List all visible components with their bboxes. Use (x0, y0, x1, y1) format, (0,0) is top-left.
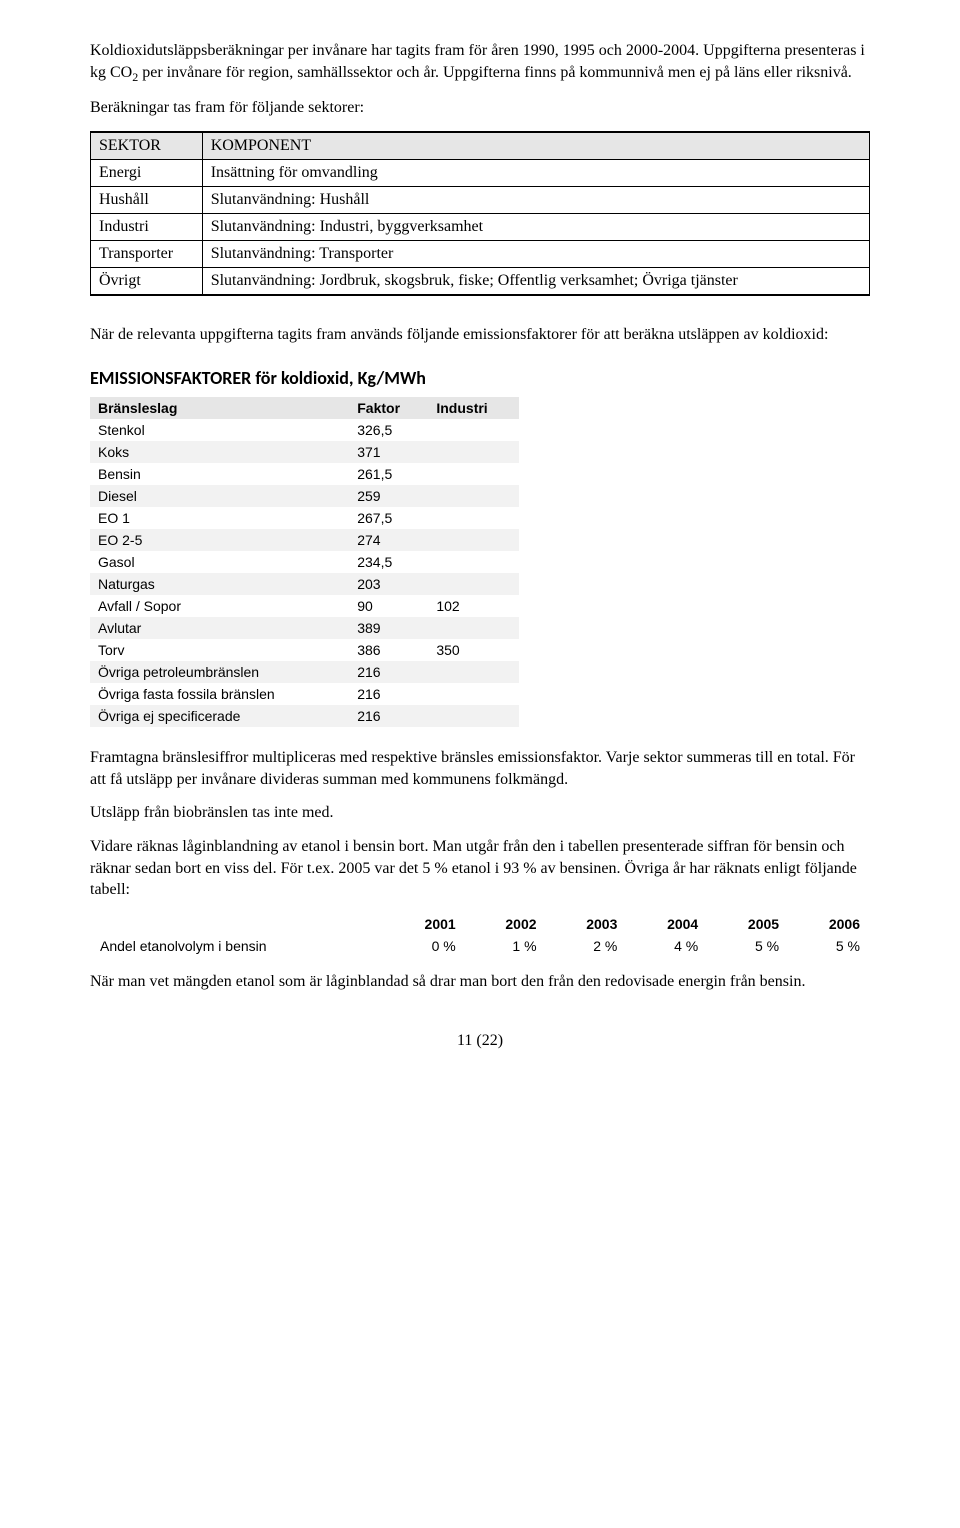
emis-cell: 216 (349, 683, 428, 705)
emis-cell: 267,5 (349, 507, 428, 529)
year-cell: 2 % (547, 935, 628, 957)
emis-cell: 274 (349, 529, 428, 551)
year-th: 2001 (385, 913, 466, 935)
mid-paragraph: När de relevanta uppgifterna tagits fram… (90, 324, 870, 346)
year-th: 2006 (789, 913, 870, 935)
emis-cell (428, 485, 519, 507)
emissions-title: EMISSIONSFAKTORER för koldioxid, Kg/MWh (90, 367, 870, 389)
emis-row: Bensin261,5 (90, 463, 519, 485)
emis-cell: Övriga fasta fossila bränslen (90, 683, 349, 705)
page: Koldioxidutsläppsberäkningar per invånar… (0, 0, 960, 1090)
after-paragraph-3: Vidare räknas låginblandning av etanol i… (90, 836, 870, 901)
year-th: 2005 (708, 913, 789, 935)
sector-cell: Slutanvändning: Industri, byggverksamhet (202, 213, 869, 240)
emis-cell: Diesel (90, 485, 349, 507)
emis-cell: Stenkol (90, 419, 349, 441)
emis-th-2: Faktor (349, 397, 428, 419)
emis-cell: 350 (428, 639, 519, 661)
emis-cell: Avfall / Sopor (90, 595, 349, 617)
emis-cell (428, 573, 519, 595)
after-paragraph-1: Framtagna bränslesiffror multipliceras m… (90, 747, 870, 790)
emis-cell (428, 705, 519, 727)
emis-row: Torv386350 (90, 639, 519, 661)
emis-cell: 261,5 (349, 463, 428, 485)
intro-p1b: per invånare för region, samhällssektor … (138, 64, 852, 81)
sector-cell: Övrigt (91, 267, 203, 295)
year-cell: 0 % (385, 935, 466, 957)
emis-cell: 371 (349, 441, 428, 463)
emis-row: Diesel259 (90, 485, 519, 507)
emis-row: Koks371 (90, 441, 519, 463)
emis-th-1: Bränsleslag (90, 397, 349, 419)
intro-paragraph-2: Beräkningar tas fram för följande sektor… (90, 97, 870, 119)
sector-cell: Slutanvändning: Hushåll (202, 186, 869, 213)
page-footer: 11 (22) (90, 1032, 870, 1050)
year-th-label (90, 913, 385, 935)
emis-row: Övriga petroleumbränslen216 (90, 661, 519, 683)
emis-cell: EO 1 (90, 507, 349, 529)
emis-cell: 90 (349, 595, 428, 617)
emis-cell: 203 (349, 573, 428, 595)
sector-table: SEKTOR KOMPONENT EnergiInsättning för om… (90, 131, 870, 296)
emis-cell: Koks (90, 441, 349, 463)
sector-cell: Slutanvändning: Transporter (202, 240, 869, 267)
emis-row: Gasol234,5 (90, 551, 519, 573)
emis-cell: Bensin (90, 463, 349, 485)
emis-cell (428, 617, 519, 639)
sector-th-1: SEKTOR (91, 132, 203, 160)
emis-cell (428, 507, 519, 529)
closing-paragraph: När man vet mängden etanol som är låginb… (90, 971, 870, 993)
emissions-table: Bränsleslag Faktor Industri Stenkol326,5… (90, 397, 519, 727)
emis-cell: Naturgas (90, 573, 349, 595)
year-th: 2002 (466, 913, 547, 935)
intro-paragraph-1: Koldioxidutsläppsberäkningar per invånar… (90, 40, 870, 85)
year-cell: 5 % (708, 935, 789, 957)
emis-cell: 216 (349, 705, 428, 727)
emis-cell: 234,5 (349, 551, 428, 573)
emis-cell (428, 463, 519, 485)
emis-cell (428, 419, 519, 441)
emis-row: EO 2-5274 (90, 529, 519, 551)
emis-row: Naturgas203 (90, 573, 519, 595)
emis-cell: Torv (90, 639, 349, 661)
emis-cell: 326,5 (349, 419, 428, 441)
emis-cell: Övriga ej specificerade (90, 705, 349, 727)
year-th: 2003 (547, 913, 628, 935)
sector-th-2: KOMPONENT (202, 132, 869, 160)
emis-cell: Gasol (90, 551, 349, 573)
sector-cell: Insättning för omvandling (202, 159, 869, 186)
year-table: 2001 2002 2003 2004 2005 2006 Andel etan… (90, 913, 870, 957)
emis-th-3: Industri (428, 397, 519, 419)
emis-row: EO 1267,5 (90, 507, 519, 529)
after-paragraph-2: Utsläpp från biobränslen tas inte med. (90, 802, 870, 824)
emis-row: Avlutar389 (90, 617, 519, 639)
year-th: 2004 (627, 913, 708, 935)
sector-cell: Slutanvändning: Jordbruk, skogsbruk, fis… (202, 267, 869, 295)
emis-cell (428, 661, 519, 683)
year-cell: 5 % (789, 935, 870, 957)
emis-row: Stenkol326,5 (90, 419, 519, 441)
sector-cell: Transporter (91, 240, 203, 267)
year-cell: 1 % (466, 935, 547, 957)
emis-cell: Övriga petroleumbränslen (90, 661, 349, 683)
emis-cell (428, 683, 519, 705)
emis-cell: 386 (349, 639, 428, 661)
year-cell: 4 % (627, 935, 708, 957)
emis-cell: 389 (349, 617, 428, 639)
emis-cell: EO 2-5 (90, 529, 349, 551)
emis-cell: Avlutar (90, 617, 349, 639)
sector-cell: Energi (91, 159, 203, 186)
year-row-label: Andel etanolvolym i bensin (90, 935, 385, 957)
emis-cell: 102 (428, 595, 519, 617)
emis-cell (428, 551, 519, 573)
emis-cell: 216 (349, 661, 428, 683)
emis-row: Övriga ej specificerade216 (90, 705, 519, 727)
emis-cell (428, 441, 519, 463)
emis-row: Övriga fasta fossila bränslen216 (90, 683, 519, 705)
sector-cell: Hushåll (91, 186, 203, 213)
emis-cell (428, 529, 519, 551)
sector-cell: Industri (91, 213, 203, 240)
emis-cell: 259 (349, 485, 428, 507)
emis-row: Avfall / Sopor90102 (90, 595, 519, 617)
